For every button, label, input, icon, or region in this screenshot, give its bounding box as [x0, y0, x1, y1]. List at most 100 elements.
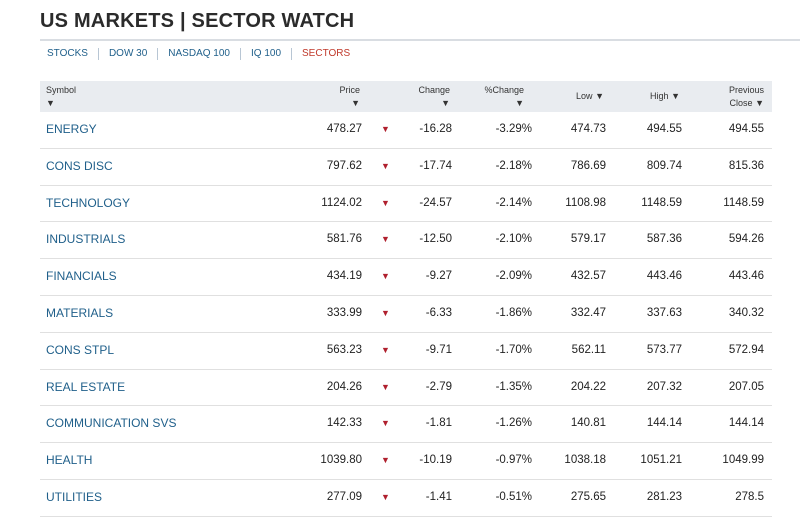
tab-sectors[interactable]: SECTORS: [302, 48, 351, 59]
price-cell: 1039.80: [320, 454, 362, 467]
change-cell: -1.81: [425, 417, 452, 430]
header-symbol[interactable]: Symbol ▼: [46, 84, 76, 110]
previous-close-cell: 144.14: [728, 417, 764, 430]
sector-symbol-link[interactable]: INDUSTRIALS: [46, 232, 126, 247]
header-change-label: Change: [418, 85, 450, 95]
table-row: MATERIALS 333.99 ▼ -6.33 -1.86% 332.47 337.63 3…: [40, 296, 772, 333]
pct-change-cell: -3.29%: [495, 123, 532, 135]
price-cell: 204.26: [326, 380, 362, 393]
tab-iq-100[interactable]: IQ 100: [241, 48, 293, 60]
high-cell: 1148.59: [641, 196, 682, 209]
tab-dow-30[interactable]: DOW 30: [99, 48, 159, 60]
previous-close-cell: 1148.59: [723, 196, 764, 209]
previous-close-cell: 494.55: [728, 123, 764, 135]
high-cell: 494.55: [646, 123, 682, 135]
down-arrow-icon: ▼: [381, 344, 390, 355]
price-cell: 1124.02: [321, 196, 362, 209]
tab-stocks[interactable]: STOCKS: [40, 48, 99, 60]
pct-change-cell: -1.35%: [495, 380, 532, 393]
down-arrow-icon: ▼: [381, 381, 390, 392]
sort-arrow-icon: ▼: [671, 91, 680, 101]
header-high-label: High: [650, 91, 669, 101]
low-cell: 432.57: [570, 270, 606, 283]
table-header: Symbol ▼ Price ▼ Change ▼ %Change ▼ Low …: [40, 81, 772, 112]
price-cell: 333.99: [326, 306, 362, 319]
change-cell: -2.79: [425, 380, 452, 393]
sector-symbol-link[interactable]: FINANCIALS: [46, 269, 117, 284]
low-cell: 1038.18: [564, 454, 606, 467]
header-pct-change[interactable]: %Change ▼: [484, 84, 524, 110]
header-symbol-label: Symbol: [46, 85, 77, 95]
header-prev-label-line1: Previous: [728, 85, 764, 95]
down-arrow-icon: ▼: [381, 197, 390, 208]
pct-change-cell: -2.09%: [495, 270, 532, 283]
table-body: ENERGY 478.27 ▼ -16.28 -3.29% 474.73 494.55 494…: [40, 112, 772, 517]
down-arrow-icon: ▼: [381, 455, 390, 466]
pct-change-cell: -0.51%: [495, 490, 532, 503]
header-low[interactable]: Low ▼: [576, 90, 604, 103]
change-cell: -24.57: [419, 196, 452, 209]
price-cell: 563.23: [326, 343, 362, 356]
table-row: INDUSTRIALS 581.76 ▼ -12.50 -2.10% 579.17 587.…: [40, 222, 772, 260]
low-cell: 204.22: [570, 380, 606, 393]
sector-symbol-link[interactable]: HEALTH: [46, 453, 93, 468]
header-price-label: Price: [339, 85, 360, 95]
high-cell: 587.36: [646, 233, 682, 246]
down-arrow-icon: ▼: [381, 271, 390, 282]
header-change[interactable]: Change ▼: [418, 84, 450, 110]
table-row: HEALTH 1039.80 ▼ -10.19 -0.97% 1038.18 1051.21…: [40, 443, 772, 480]
sector-symbol-link[interactable]: CONS STPL: [46, 342, 115, 357]
low-cell: 562.11: [571, 343, 606, 356]
price-cell: 142.33: [326, 417, 362, 430]
sector-symbol-link[interactable]: ENERGY: [46, 122, 97, 136]
sort-arrow-icon: ▼: [515, 98, 524, 108]
table-row: UTILITIES 277.09 ▼ -1.41 -0.51% 275.65 281.23 2…: [40, 480, 772, 517]
table-row: ENERGY 478.27 ▼ -16.28 -3.29% 474.73 494.55 494…: [40, 112, 772, 149]
header-previous-close[interactable]: Previous Close ▼: [729, 84, 764, 110]
sector-symbol-link[interactable]: REAL ESTATE: [46, 379, 126, 394]
sector-symbol-link[interactable]: MATERIALS: [46, 305, 114, 320]
low-cell: 1108.98: [565, 196, 606, 209]
sector-symbol-link[interactable]: CONS DISC: [46, 158, 113, 173]
sort-arrow-icon: ▼: [46, 98, 55, 108]
high-cell: 809.74: [646, 159, 682, 172]
change-cell: -9.27: [425, 270, 452, 283]
price-cell: 478.27: [326, 123, 362, 135]
previous-close-cell: 443.46: [728, 270, 764, 283]
change-cell: -16.28: [419, 123, 452, 135]
low-cell: 332.47: [570, 306, 606, 319]
high-cell: 144.14: [646, 417, 682, 430]
price-cell: 277.09: [326, 490, 362, 503]
change-cell: -9.71: [425, 343, 452, 356]
table-row: CONS STPL 563.23 ▼ -9.71 -1.70% 562.11 573.77 5…: [40, 333, 772, 370]
high-cell: 1051.21: [640, 454, 682, 467]
sort-arrow-icon: ▼: [351, 98, 360, 108]
low-cell: 786.69: [570, 159, 606, 172]
previous-close-cell: 815.36: [728, 159, 764, 172]
high-cell: 281.23: [646, 490, 682, 503]
pct-change-cell: -1.26%: [495, 417, 532, 430]
down-arrow-icon: ▼: [381, 160, 390, 171]
change-cell: -10.19: [419, 454, 452, 467]
header-price[interactable]: Price ▼: [339, 84, 360, 110]
sector-symbol-link[interactable]: TECHNOLOGY: [46, 195, 131, 210]
market-tabs: STOCKS DOW 30 NASDAQ 100 IQ 100 SECTORS: [40, 39, 800, 67]
table-row: COMMUNICATION SVS 142.33 ▼ -1.81 -1.26% 140.8…: [40, 406, 772, 444]
sector-symbol-link[interactable]: UTILITIES: [46, 489, 103, 504]
pct-change-cell: -2.10%: [495, 233, 532, 246]
previous-close-cell: 340.32: [728, 306, 764, 319]
sort-arrow-icon: ▼: [441, 98, 450, 108]
header-high[interactable]: High ▼: [650, 90, 680, 103]
down-arrow-icon: ▼: [381, 307, 390, 318]
sort-arrow-icon: ▼: [595, 91, 604, 101]
sector-symbol-link[interactable]: COMMUNICATION SVS: [46, 416, 177, 431]
change-cell: -6.33: [425, 306, 452, 319]
tab-nasdaq-100[interactable]: NASDAQ 100: [158, 48, 241, 60]
low-cell: 140.81: [570, 417, 606, 430]
previous-close-cell: 572.94: [728, 343, 764, 356]
previous-close-cell: 278.5: [735, 490, 764, 503]
header-prev-label-line2: Close: [729, 98, 753, 108]
low-cell: 474.73: [570, 123, 606, 135]
table-row: FINANCIALS 434.19 ▼ -9.27 -2.09% 432.57 443.46…: [40, 259, 772, 296]
down-arrow-icon: ▼: [381, 124, 390, 134]
